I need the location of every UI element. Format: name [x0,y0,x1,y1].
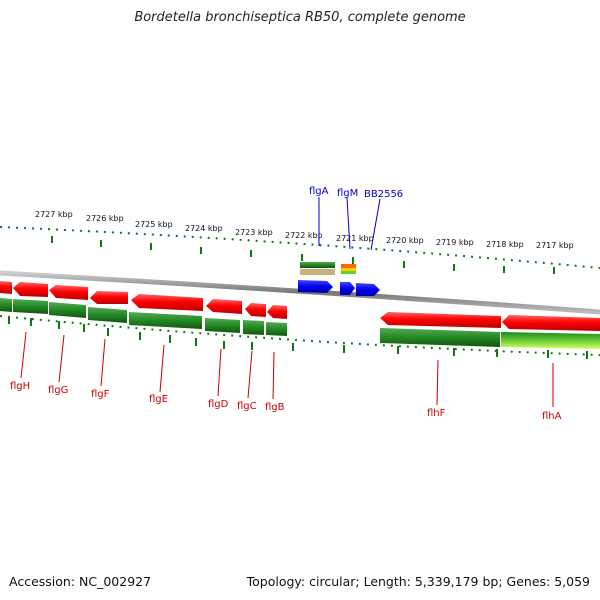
gene-flgM-track[interactable] [341,264,356,274]
gene-label-flgC[interactable]: flgC [237,401,257,412]
scale-label: 2721 kbp [336,234,374,243]
genome-summary-text: Topology: circular; Length: 5,339,179 bp… [246,574,590,589]
gene-labels-bottom: flgH flgG flgF flgE flgD flgC flgB flhF … [10,381,562,422]
scale-label: 2724 kbp [185,224,223,233]
gene-labels-top: flgA flgM BB2556 [309,186,403,200]
gene-label-flgM[interactable]: flgM [337,188,358,199]
scale-label: 2717 kbp [536,241,574,250]
genome-title: Bordetella bronchiseptica RB50, complete… [134,10,466,25]
scale-labels: 2727 kbp 2726 kbp 2725 kbp 2724 kbp 2723 kbp… [35,210,574,250]
reverse-genes-right[interactable] [380,312,600,349]
gene-label-flhA[interactable]: flhA [542,411,562,422]
scale-label: 2722 kbp [285,231,323,240]
gene-flgG-arrow-1[interactable] [13,282,48,297]
gene-label-flgF[interactable]: flgF [91,389,110,400]
gene-flgA-arrow[interactable] [298,280,333,293]
gene-BB2556-arrow[interactable] [356,283,380,296]
gene-flhA-arrow[interactable] [502,315,600,331]
gene-label-lines-top [318,197,381,251]
scale-label: 2727 kbp [35,210,73,219]
gene-label-flgG[interactable]: flgG [48,385,68,396]
scale-label: 2726 kbp [86,214,124,223]
gene-flgF-arrow[interactable] [90,291,128,304]
gene-flgA-track[interactable] [300,262,335,275]
scale-label: 2718 kbp [486,240,524,249]
gene-flgD-arrow[interactable] [206,299,242,314]
gene-flgC-arrow[interactable] [245,303,266,317]
gene-label-flgD[interactable]: flgD [208,399,229,410]
scale-label: 2723 kbp [235,228,273,237]
gene-label-BB2556[interactable]: BB2556 [364,189,403,200]
cds-bars-left[interactable] [0,298,287,336]
gene-flgA-bar-tan[interactable] [300,269,335,275]
scale-major-ticks-lower [8,316,588,359]
gene-label-flgE[interactable]: flgE [149,394,168,405]
gene-flgB-arrow[interactable] [267,305,287,319]
gene-label-flgB[interactable]: flgB [265,402,285,413]
gene-flgM-arrow[interactable] [340,282,355,295]
scale-label: 2725 kbp [135,220,173,229]
gene-label-flhF[interactable]: flhF [427,408,446,419]
scale-label: 2719 kbp [436,238,474,247]
gene-flgE-arrow[interactable] [131,294,203,311]
accession-text: Accession: NC_002927 [9,574,152,589]
gene-flgH-arrow[interactable] [0,281,12,294]
gene-label-flgH[interactable]: flgH [10,381,30,392]
scale-major-ticks [51,236,555,274]
gene-flgA-bar-green[interactable] [300,262,335,268]
gene-flhF-arrow[interactable] [380,312,501,328]
gene-flgG-arrow-2[interactable] [49,285,88,300]
genome-backbone [0,270,600,315]
reverse-genes-left[interactable] [0,281,287,319]
scale-label: 2720 kbp [386,236,424,245]
gene-label-lines [20,331,554,407]
gene-label-flgA[interactable]: flgA [309,186,329,197]
